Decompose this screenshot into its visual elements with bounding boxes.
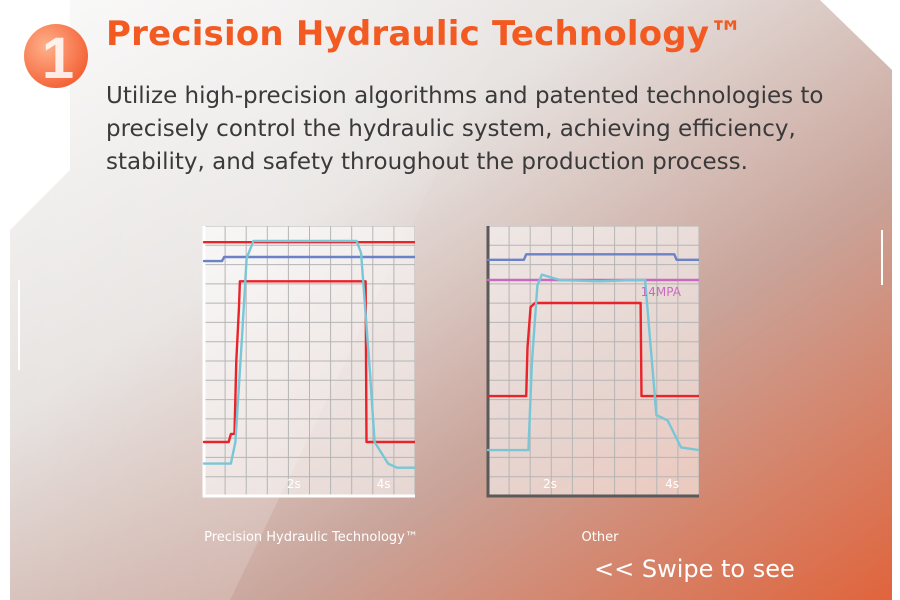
svg-text:1: 1 bbox=[42, 26, 74, 90]
step-number-badge: 1 bbox=[22, 22, 90, 90]
chart-svg: 2s 4s bbox=[202, 226, 415, 498]
series-line-2 bbox=[202, 280, 415, 444]
right-edge-mark bbox=[881, 230, 883, 285]
left-edge-mark bbox=[18, 280, 20, 370]
chart-other: 2s 4s 14MPA bbox=[484, 226, 699, 526]
series-line-3 bbox=[202, 239, 415, 469]
x-tick-label-0: 2s bbox=[543, 477, 557, 491]
grid-lines bbox=[203, 226, 415, 497]
series-line-1 bbox=[202, 255, 415, 263]
chart-caption-precision: Precision Hydraulic Technology™ bbox=[204, 530, 418, 545]
swipe-hint[interactable]: << Swipe to see bbox=[594, 555, 795, 583]
chart-precision: 2s 4s bbox=[200, 226, 415, 526]
series-line-2 bbox=[486, 301, 699, 398]
page-title: Precision Hydraulic Technology™ bbox=[106, 14, 744, 54]
annotation-label-0: 14MPA bbox=[641, 285, 682, 299]
grid-lines bbox=[487, 226, 699, 497]
chart-axes bbox=[202, 226, 415, 498]
feature-description: Utilize high-precision algorithms and pa… bbox=[106, 83, 824, 175]
x-tick-label-0: 2s bbox=[287, 477, 301, 491]
chart-caption-other: Other bbox=[581, 530, 619, 545]
chart-axes bbox=[486, 226, 699, 498]
chart-svg: 2s 4s 14MPA bbox=[486, 226, 699, 498]
series-line-0 bbox=[486, 253, 699, 261]
x-tick-label-1: 4s bbox=[377, 477, 391, 491]
series-line-3 bbox=[486, 273, 699, 452]
x-tick-label-1: 4s bbox=[665, 477, 679, 491]
